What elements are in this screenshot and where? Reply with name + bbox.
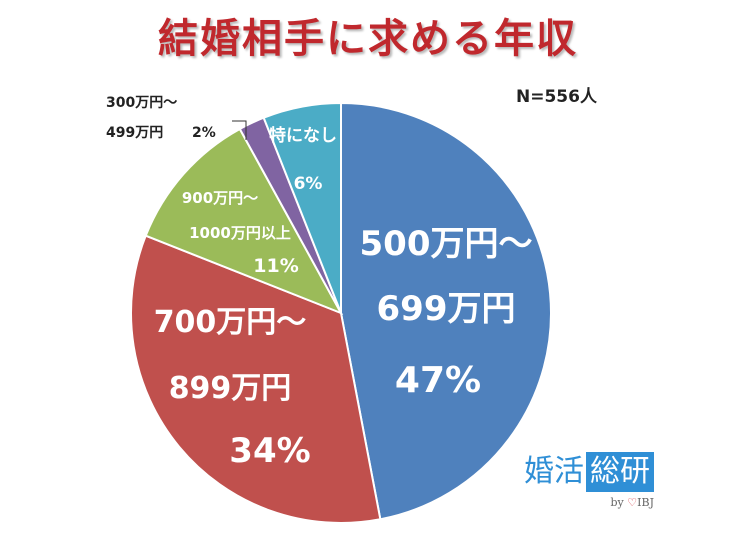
heart-icon: ♡ (627, 496, 638, 509)
konkatsu-souken-logo: 婚活 総研 by ♡IBJ (522, 452, 682, 522)
logo-text-part1: 婚活 (524, 454, 584, 489)
logo-brand-text: IBJ (637, 496, 654, 509)
pie-slice-none (262, 101, 342, 314)
slice-percent-900-1000-plus: 11% (253, 255, 298, 277)
pie-slice-500-699 (340, 101, 552, 521)
pie-slice-700-899 (130, 234, 382, 524)
slice-percent-300-499: 2% (192, 125, 216, 141)
slice-label-900-1000-plus-line2: 1000万円以上 (189, 224, 291, 242)
chart-title: 結婚相手に求める年収 (158, 16, 578, 62)
slice-percent-500-699: 47% (395, 360, 481, 401)
leader-line-300-499 (232, 120, 247, 140)
logo-text-part2: 総研 (586, 452, 654, 492)
slice-label-300-499-line1: 300万円〜 (106, 95, 177, 111)
logo-byline: by ♡IBJ (611, 496, 654, 509)
slice-label-700-899-line1: 700万円〜 (154, 305, 307, 340)
slice-label-300-499-line2: 499万円 (106, 125, 163, 141)
slice-label-500-699-line1: 500万円〜 (360, 224, 533, 264)
slice-label-500-699-line2: 699万円 (377, 289, 516, 329)
slice-label-none-line1: 特になし (269, 125, 337, 146)
slice-label-900-1000-plus-line1: 900万円〜 (182, 189, 258, 207)
pie-slice-900-1000-plus (144, 127, 344, 315)
sample-size-label: N=556人 (516, 87, 597, 107)
slice-percent-700-899: 34% (229, 431, 310, 471)
slice-label-700-899-line2: 899万円 (169, 371, 292, 406)
slice-percent-none: 6% (294, 174, 323, 194)
logo-by-text: by (610, 496, 624, 509)
